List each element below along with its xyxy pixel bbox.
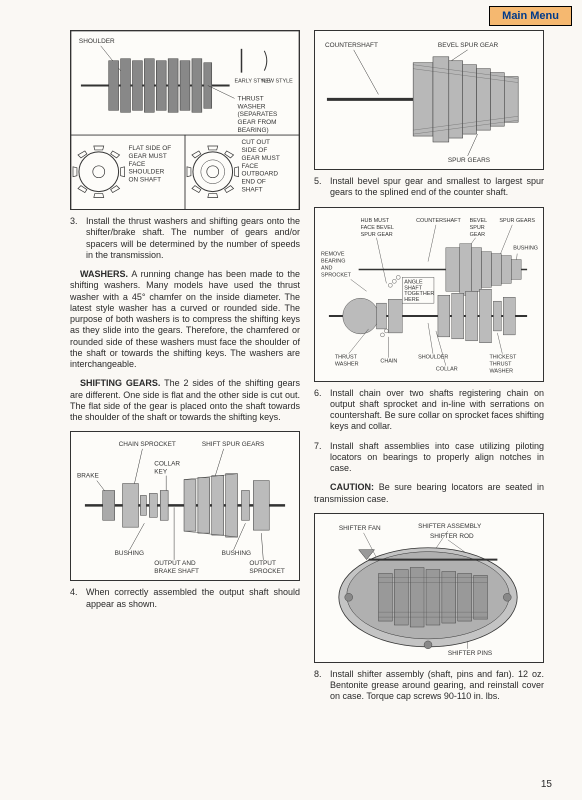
lbl-counter: COUNTERSHAFT xyxy=(416,217,461,223)
washers-lead: WASHERS. xyxy=(80,269,128,279)
lbl-thrust2: THRUSTWASHER xyxy=(335,354,359,367)
lbl-brake: BRAKE xyxy=(77,473,100,480)
lbl-cutout: CUT OUTSIDE OFGEAR MUSTFACEOUTBOARDEND O… xyxy=(242,139,280,194)
step-8-num: 8. xyxy=(314,669,330,703)
lbl-thickest: THICKESTTHRUSTWASHER xyxy=(489,354,517,374)
step-6-num: 6. xyxy=(314,388,330,433)
caution-lead: CAUTION: xyxy=(330,482,374,492)
left-column: SHOULDER EARLY STYLE xyxy=(70,30,300,711)
figure-4-svg: HUB MUSTFACE BEVELSPUR GEAR COUNTERSHAFT… xyxy=(319,212,539,377)
lbl-new: NEW STYLE xyxy=(261,79,293,85)
figure-3-svg: COUNTERSHAFT BEVEL SPUR GEAR SPUR GEARS xyxy=(319,35,539,166)
main-menu-button[interactable]: Main Menu xyxy=(489,6,572,26)
lbl-bevel2: BEVELSPURGEAR xyxy=(470,217,488,237)
page-number: 15 xyxy=(541,779,552,790)
caution: CAUTION: Be sure bearing locators are se… xyxy=(314,482,544,505)
step-4-num: 4. xyxy=(70,587,86,610)
lbl-bushing2: BUSHING xyxy=(222,550,251,557)
step-3-text: Install the thrust washers and shifting … xyxy=(86,216,300,261)
lbl-shifter-rod: SHIFTER ROD xyxy=(430,533,474,540)
lbl-shift-spur: SHIFT SPUR GEARS xyxy=(202,441,264,448)
step-6-text: Install chain over two shafts registerin… xyxy=(330,388,544,433)
step-8-text: Install shifter assembly (shaft, pins an… xyxy=(330,669,544,703)
lbl-collar2: COLLAR xyxy=(436,366,458,372)
step-6: 6. Install chain over two shafts registe… xyxy=(314,388,544,433)
figure-1-svg: SHOULDER EARLY STYLE xyxy=(71,31,299,209)
lbl-chain-sprocket: CHAIN SPROCKET xyxy=(119,441,176,448)
lbl-spur2: SPUR GEARS xyxy=(499,217,535,223)
lbl-countershaft: COUNTERSHAFT xyxy=(325,42,378,49)
figure-4: HUB MUSTFACE BEVELSPUR GEAR COUNTERSHAFT… xyxy=(314,207,544,382)
step-7-text: Install shaft assemblies into case utili… xyxy=(330,441,544,475)
figure-3: COUNTERSHAFT BEVEL SPUR GEAR SPUR GEARS xyxy=(314,30,544,170)
lbl-chain: CHAIN xyxy=(380,358,397,364)
figure-1: SHOULDER EARLY STYLE xyxy=(70,30,300,210)
lbl-output-brake: OUTPUT ANDBRAKE SHAFT xyxy=(154,560,199,575)
lbl-bevel-spur: BEVEL SPUR GEAR xyxy=(438,42,499,49)
figure-2-svg: CHAIN SPROCKET SHIFT SPUR GEARS BRAKE CO… xyxy=(75,436,295,577)
lbl-thrust: THRUSTWASHER(SEPARATESGEAR FROMBEARING) xyxy=(238,95,278,134)
right-column: COUNTERSHAFT BEVEL SPUR GEAR SPUR GEARS xyxy=(314,30,544,711)
page-content: SHOULDER EARLY STYLE xyxy=(0,0,582,721)
figure-5-svg: SHIFTER FAN SHIFTER ASSEMBLY SHIFTER ROD… xyxy=(319,518,539,659)
lbl-remove: REMOVEBEARINGANDSPROCKET xyxy=(321,251,352,278)
lbl-bushing3: BUSHING xyxy=(513,245,538,251)
lbl-output-sprocket: OUTPUTSPROCKET xyxy=(249,560,284,575)
washers-text: A running change has been made to the sh… xyxy=(70,269,300,369)
figure-2: CHAIN SPROCKET SHIFT SPUR GEARS BRAKE CO… xyxy=(70,431,300,581)
step-5-num: 5. xyxy=(314,176,330,199)
step-7: 7. Install shaft assemblies into case ut… xyxy=(314,441,544,475)
step-3: 3. Install the thrust washers and shifti… xyxy=(70,216,300,261)
lbl-spur-gears: SPUR GEARS xyxy=(448,157,490,164)
lbl-shifter-pins: SHIFTER PINS xyxy=(448,650,492,657)
lbl-collar-key: COLLARKEY xyxy=(154,461,180,476)
step-8: 8. Install shifter assembly (shaft, pins… xyxy=(314,669,544,703)
lbl-shifter-assembly: SHIFTER ASSEMBLY xyxy=(418,523,482,530)
lbl-shoulder: SHOULDER xyxy=(79,38,115,45)
lbl-hub: HUB MUSTFACE BEVELSPUR GEAR xyxy=(361,217,394,237)
lbl-shoulder2: SHOULDER xyxy=(418,354,448,360)
lbl-flat: FLAT SIDE OFGEAR MUSTFACESHOULDERON SHAF… xyxy=(128,145,171,184)
lbl-shifter-fan: SHIFTER FAN xyxy=(339,525,381,532)
step-5: 5. Install bevel spur gear and smallest … xyxy=(314,176,544,199)
step-3-num: 3. xyxy=(70,216,86,261)
para-shifting: SHIFTING GEARS. The 2 sides of the shift… xyxy=(70,378,300,423)
step-4-text: When correctly assembled the output shaf… xyxy=(86,587,300,610)
figure-5: SHIFTER FAN SHIFTER ASSEMBLY SHIFTER ROD… xyxy=(314,513,544,663)
para-washers: WASHERS. A running change has been made … xyxy=(70,269,300,370)
shifting-lead: SHIFTING GEARS. xyxy=(80,378,160,388)
lbl-bushing1: BUSHING xyxy=(115,550,144,557)
step-7-num: 7. xyxy=(314,441,330,475)
step-5-text: Install bevel spur gear and smallest to … xyxy=(330,176,544,199)
step-4: 4. When correctly assembled the output s… xyxy=(70,587,300,610)
